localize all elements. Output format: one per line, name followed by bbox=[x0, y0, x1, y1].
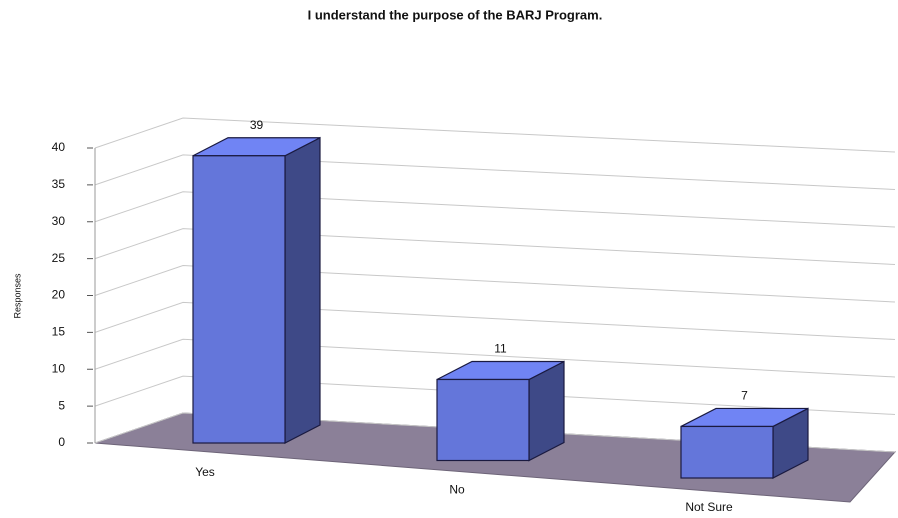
grid-line bbox=[94, 191, 896, 228]
data-label: 7 bbox=[741, 389, 748, 403]
grid-line bbox=[94, 375, 896, 415]
data-label: 11 bbox=[494, 342, 507, 356]
data-label: 39 bbox=[250, 118, 264, 132]
y-tick-label: 25 bbox=[52, 251, 66, 265]
bar bbox=[680, 425, 774, 479]
grid-line bbox=[94, 338, 896, 378]
y-tick-label: 20 bbox=[52, 288, 66, 302]
bar-side bbox=[284, 136, 321, 444]
grid-line bbox=[94, 154, 896, 190]
grid-line bbox=[94, 301, 896, 340]
grid-line bbox=[94, 264, 896, 303]
grid-line bbox=[94, 228, 896, 265]
x-tick-label: No bbox=[449, 483, 465, 497]
y-tick-label: 15 bbox=[52, 325, 66, 339]
y-axis-label: Responses bbox=[12, 273, 22, 319]
y-tick-label: 30 bbox=[52, 214, 66, 228]
bar bbox=[436, 378, 530, 462]
x-tick-label: Yes bbox=[195, 465, 215, 479]
y-tick-label: 10 bbox=[52, 361, 66, 375]
x-tick-label: Not Sure bbox=[685, 500, 733, 514]
bar bbox=[192, 155, 286, 444]
y-tick-label: 0 bbox=[58, 435, 65, 449]
grid-line bbox=[94, 117, 896, 153]
grid-line bbox=[94, 412, 896, 453]
chart-title: I understand the purpose of the BARJ Pro… bbox=[308, 7, 603, 22]
y-tick-label: 35 bbox=[52, 177, 66, 191]
y-tick-label: 5 bbox=[58, 398, 65, 412]
y-tick-label: 40 bbox=[52, 140, 66, 154]
